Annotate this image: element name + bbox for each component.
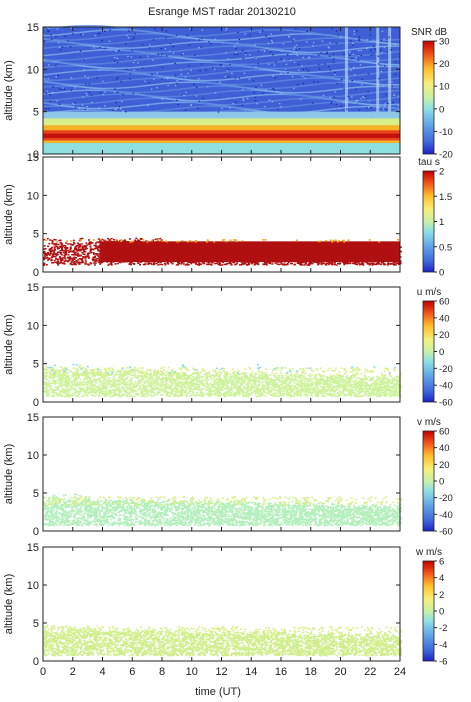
- w-colorbar-tick-label: -2: [439, 623, 447, 634]
- tau-y-axis-label: altitude (km): [3, 184, 15, 245]
- tau-colorbar-label: tau s: [418, 157, 440, 168]
- snr-colorbar-tick-label: 10: [439, 82, 450, 93]
- u-colorbar-label: u m/s: [417, 287, 441, 298]
- v-ytick-label: 5: [33, 488, 39, 500]
- u-colorbar: u m/s -60 -40 -20 0 20 40 60: [417, 287, 453, 409]
- w-colorbar-tick-label: -4: [439, 640, 447, 651]
- w-colorbar-tick-label: -6: [439, 657, 447, 668]
- u-ytick-label: 5: [33, 359, 39, 371]
- v-colorbar-tick-label: 0: [439, 477, 444, 488]
- x-tick-label: 4: [99, 666, 105, 678]
- snr-y-axis-label: altitude (km): [3, 60, 15, 121]
- x-tick-label: 12: [215, 666, 227, 678]
- panel-v: 0 5 10 15 altitude (km) v m/s -60 -40 -20 0 20 40 60: [3, 412, 453, 538]
- v-colorbar-label: v m/s: [417, 417, 441, 428]
- x-tick-label: 24: [394, 666, 406, 678]
- tau-heatmap: [43, 157, 402, 272]
- tau-ytick-label: 15: [27, 152, 39, 164]
- w-colorbar: w m/s -6 -4 -2 0 2 4 6: [415, 547, 448, 668]
- x-tick-label: 10: [186, 666, 198, 678]
- tau-colorbar: tau s 0 0.5 1 1.5 2: [418, 157, 452, 279]
- snr-ytick-label: 5: [33, 107, 39, 119]
- panel-w: 0 5 10 15 altitude (km) w m/s -6 -4 -2 0 2 4 6: [3, 542, 447, 668]
- x-tick-label: 2: [70, 666, 76, 678]
- v-y-axis-label: altitude (km): [3, 444, 15, 505]
- tau-ytick-label: 0: [33, 267, 39, 279]
- u-ytick-label: 15: [27, 282, 39, 294]
- w-ytick-label: 0: [33, 656, 39, 668]
- u-ytick-label: 0: [33, 397, 39, 409]
- u-colorbar-tick-label: -20: [439, 364, 453, 375]
- tau-ytick-label: 10: [27, 190, 39, 202]
- w-ytick-label: 10: [27, 580, 39, 592]
- v-colorbar-tick-label: 40: [439, 443, 450, 454]
- v-colorbar-tick-label: 20: [439, 460, 450, 471]
- tau-ytick-label: 5: [33, 229, 39, 241]
- x-axis-label: time (UT): [195, 686, 241, 698]
- snr-colorbar-tick-label: -20: [439, 150, 453, 161]
- u-colorbar-tick-label: -60: [439, 398, 453, 409]
- x-tick-label: 18: [305, 666, 317, 678]
- panel-tau: 0 5 10 15 altitude (km) tau s 0 0.5 1 1.5 2: [3, 152, 452, 279]
- w-heatmap: [43, 547, 402, 661]
- x-tick-label: 14: [245, 666, 257, 678]
- snr-colorbar-tick-label: 20: [439, 59, 450, 70]
- w-colorbar-tick-label: 4: [439, 573, 444, 584]
- v-colorbar-tick-label: -20: [439, 493, 453, 504]
- v-colorbar: v m/s -60 -40 -20 0 20 40 60: [417, 417, 453, 538]
- x-tick-label: 16: [275, 666, 287, 678]
- figure-title: Esrange MST radar 20130210: [148, 6, 296, 18]
- x-tick-label: 20: [334, 666, 346, 678]
- w-colorbar-tick-label: 2: [439, 590, 444, 601]
- w-colorbar-tick-label: 0: [439, 607, 444, 618]
- v-colorbar-tick-label: 60: [439, 427, 450, 438]
- snr-colorbar-tick-label: 30: [439, 37, 450, 48]
- u-y-axis-label: altitude (km): [3, 314, 15, 375]
- u-colorbar-tick-label: -40: [439, 381, 453, 392]
- w-y-axis-label: altitude (km): [3, 574, 15, 635]
- v-colorbar-tick-label: -40: [439, 510, 453, 521]
- x-tick-label: 6: [129, 666, 135, 678]
- v-ytick-label: 0: [33, 526, 39, 538]
- u-colorbar-tick-label: 20: [439, 330, 450, 341]
- tau-colorbar-tick-label: 0.5: [439, 242, 452, 253]
- panel-u: 0 5 10 15 altitude (km) u m/s -60 -40 -20 0 20 40 60: [3, 282, 453, 409]
- x-tick-label: 8: [159, 666, 165, 678]
- v-colorbar-tick-label: -60: [439, 527, 453, 538]
- u-colorbar-tick-label: 60: [439, 297, 450, 308]
- v-ytick-label: 10: [27, 450, 39, 462]
- snr-ytick-label: 15: [27, 22, 39, 34]
- snr-colorbar-tick-label: 0: [439, 104, 444, 115]
- u-ytick-label: 10: [27, 320, 39, 332]
- v-heatmap: [43, 417, 402, 531]
- tau-colorbar-tick-label: 2: [439, 167, 444, 178]
- snr-ytick-label: 10: [27, 64, 39, 76]
- v-ytick-label: 15: [27, 412, 39, 424]
- w-ytick-label: 15: [27, 542, 39, 554]
- u-colorbar-tick-label: 0: [439, 347, 444, 358]
- x-tick-label: 22: [364, 666, 376, 678]
- u-colorbar-tick-label: 40: [439, 313, 450, 324]
- x-tick-label: 0: [40, 666, 46, 678]
- tau-colorbar-tick-label: 1.5: [439, 192, 452, 203]
- w-colorbar-tick-label: 6: [439, 557, 444, 568]
- tau-colorbar-tick-label: 1: [439, 217, 444, 228]
- tau-colorbar-tick-label: 0: [439, 268, 444, 279]
- snr-heatmap: [42, 24, 401, 154]
- snr-colorbar-tick-label: -10: [439, 127, 453, 138]
- u-heatmap: [43, 287, 402, 402]
- w-ytick-label: 5: [33, 618, 39, 630]
- w-colorbar-label: w m/s: [415, 547, 442, 558]
